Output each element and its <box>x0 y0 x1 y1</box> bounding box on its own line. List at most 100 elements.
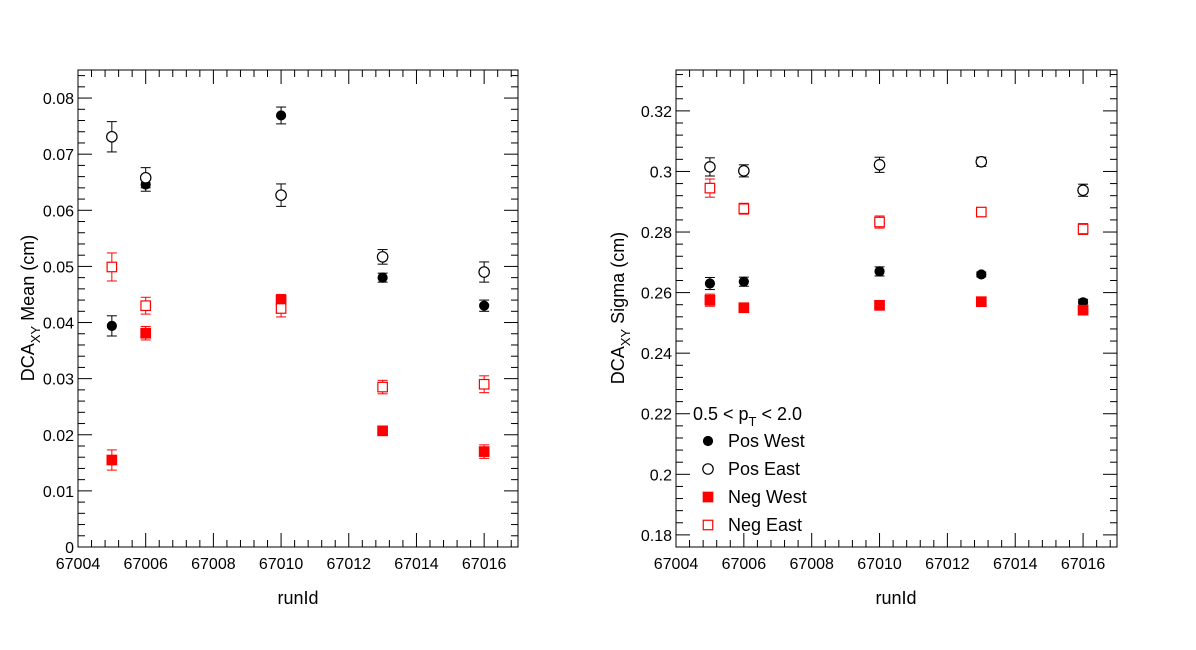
legend-entry-neg-west: Neg West <box>702 487 807 507</box>
sigma-y-tick-label: 0.26 <box>641 286 672 303</box>
data-marker <box>106 261 118 273</box>
sigma-neg-east-point <box>738 202 750 215</box>
mean-y-tick-label: 0 <box>65 540 74 557</box>
sigma-neg-west-point <box>704 293 716 307</box>
data-marker <box>275 110 287 121</box>
mean-pos-west-point <box>106 315 117 337</box>
data-marker <box>140 327 152 339</box>
sigma-neg-west-point <box>1077 304 1089 316</box>
mean-neg-west-point <box>140 325 152 341</box>
data-marker <box>106 320 117 331</box>
data-marker <box>1077 184 1089 197</box>
data-marker <box>478 266 490 278</box>
data-marker <box>1077 223 1089 235</box>
sigma-y-tick-label: 0.3 <box>650 164 672 181</box>
mean-plot-frame <box>77 69 519 548</box>
sigma-y-tick-label: 0.22 <box>641 407 672 424</box>
sigma-neg-west-point <box>738 302 750 314</box>
data-marker <box>377 272 388 283</box>
mean-neg-west-point <box>106 449 118 471</box>
legend-header: 0.5 < pT < 2.0 <box>693 404 802 429</box>
legend: 0.5 < pT < 2.0 Pos West Pos East Neg West N… <box>693 404 807 535</box>
data-marker <box>874 216 885 228</box>
mean-y-tick-label: 0.07 <box>43 147 74 164</box>
data-marker <box>140 300 152 312</box>
mean-x-axis-label: runId <box>277 588 318 608</box>
mean-x-tick-label: 67016 <box>462 556 507 573</box>
data-marker <box>704 294 716 306</box>
data-marker <box>376 251 389 263</box>
sigma-pos-west-point <box>1077 297 1089 308</box>
data-marker <box>874 266 885 277</box>
sigma-y-tick-label: 0.2 <box>650 467 672 484</box>
sigma-neg-west-point <box>975 296 987 308</box>
mean-pos-east-point <box>376 249 389 265</box>
sigma-pos-west-point <box>704 276 716 291</box>
sigma-y-tick-label: 0.32 <box>641 104 672 121</box>
sigma-pos-west-point <box>976 269 987 280</box>
mean-x-tick-label: 67010 <box>259 556 304 573</box>
mean-x-tick-label: 67012 <box>327 556 372 573</box>
mean-y-tick-label: 0.05 <box>43 259 74 276</box>
mean-y-tick-label: 0.08 <box>43 91 74 108</box>
sigma-neg-east-point <box>1077 223 1089 235</box>
sigma-neg-east-point <box>704 178 716 198</box>
mean-x-tick-label: 67014 <box>394 556 439 573</box>
mean-neg-west-point <box>377 425 388 437</box>
mean-neg-east-point <box>275 299 287 318</box>
legend-label-neg-west: Neg West <box>728 487 807 507</box>
mean-axis-ticks <box>77 70 518 548</box>
data-marker <box>479 300 490 311</box>
data-marker <box>704 278 716 289</box>
mean-x-tick-label: 67004 <box>56 556 101 573</box>
mean-neg-east-point <box>140 296 152 315</box>
data-marker <box>874 299 885 311</box>
legend-label-neg-east: Neg East <box>728 515 802 535</box>
legend-entry-pos-east: Pos East <box>702 459 800 479</box>
sigma-x-axis-label: runId <box>875 588 916 608</box>
data-marker <box>975 296 987 308</box>
data-marker <box>738 302 750 314</box>
data-marker <box>275 189 287 201</box>
data-marker <box>1077 304 1089 316</box>
sigma-y-axis-label: DCAXY Sigma (cm) <box>608 232 633 384</box>
mean-pos-east-point <box>275 183 287 207</box>
sigma-plot-frame <box>675 69 1118 548</box>
sigma-pos-east-point <box>975 155 988 168</box>
mean-neg-east-point <box>377 379 388 395</box>
legend-label-pos-west: Pos West <box>728 431 805 451</box>
sigma-y-tick-label: 0.24 <box>641 346 672 363</box>
mean-y-axis-label: DCAXY Mean (cm) <box>18 235 43 381</box>
mean-neg-west-point <box>478 444 490 459</box>
legend-marker-neg-east <box>702 519 714 531</box>
sigma-neg-west-point <box>874 299 885 311</box>
mean-panel: 67004 67006 67008 67010 67012 67014 67016 0 0.0… <box>18 69 519 608</box>
data-marker <box>704 182 716 194</box>
data-marker <box>377 381 388 393</box>
sigma-neg-east-point <box>975 206 987 218</box>
sigma-y-tick-labels: 0.18 0.2 0.22 0.24 0.26 0.28 0.3 0.32 <box>641 104 672 545</box>
mean-y-tick-label: 0.02 <box>43 428 74 445</box>
legend-marker-pos-west <box>702 435 714 447</box>
mean-pos-west-point <box>479 299 490 312</box>
mean-y-tick-label: 0.06 <box>43 203 74 220</box>
mean-pos-east-point <box>106 121 118 153</box>
legend-entry-neg-east: Neg East <box>702 515 802 535</box>
data-marker <box>478 378 490 390</box>
sigma-pos-west-point <box>738 276 749 287</box>
sigma-panel: 67004 67006 67008 67010 67012 67014 67016 0.18… <box>608 69 1118 608</box>
sigma-x-tick-label: 67014 <box>993 556 1038 573</box>
sigma-x-tick-label: 67006 <box>722 556 767 573</box>
data-marker <box>478 446 490 457</box>
sigma-axis-ticks <box>675 70 1117 548</box>
sigma-pos-east-point <box>1077 183 1089 197</box>
mean-data-points <box>106 106 490 471</box>
sigma-pos-east-point <box>704 157 716 177</box>
sigma-x-tick-label: 67012 <box>925 556 970 573</box>
data-marker <box>738 165 750 177</box>
mean-y-tick-label: 0.03 <box>43 372 74 389</box>
legend-entry-pos-west: Pos West <box>702 431 805 451</box>
sigma-data-points <box>704 155 1089 316</box>
